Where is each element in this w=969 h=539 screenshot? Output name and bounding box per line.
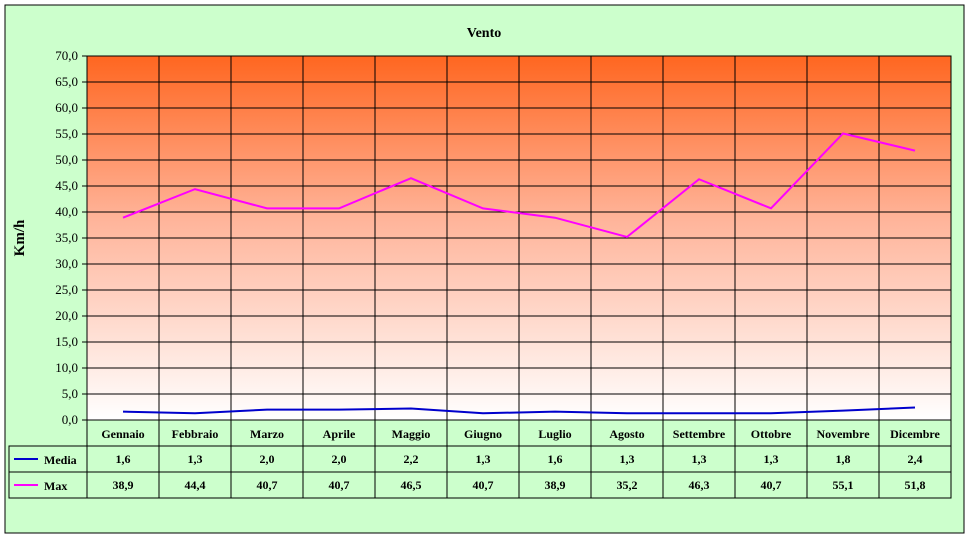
y-tick-label: 40,0 [55, 204, 78, 219]
legend-label: Media [44, 453, 77, 467]
y-tick-label: 55,0 [55, 126, 78, 141]
data-table: Gennaio Febbraio Marzo Aprile Maggio Giugno Lu… [8, 419, 952, 499]
data-label: 38,9 [113, 478, 134, 492]
series-line-media [122, 406, 916, 415]
y-axis-tick-labels: 0,0 5,0 10,0 15,0 20,0 25,0 30,0 35,0 40,0 45,0 50… [55, 48, 78, 427]
y-tick-label: 70,0 [55, 48, 78, 63]
series-lines [122, 132, 916, 415]
data-label: 55,1 [833, 478, 854, 492]
data-label: 38,9 [545, 478, 566, 492]
x-tick-label: Giugno [464, 427, 502, 441]
x-tick-label: Novembre [816, 427, 870, 441]
data-label: 1,3 [692, 452, 707, 466]
data-label: 40,7 [257, 478, 278, 492]
series-line-max [122, 132, 916, 239]
data-label: 2,0 [332, 452, 347, 466]
y-tick-label: 50,0 [55, 152, 78, 167]
data-label: 1,8 [836, 452, 851, 466]
data-label: 40,7 [473, 478, 494, 492]
y-tick-label: 30,0 [55, 256, 78, 271]
data-label: 1,6 [548, 452, 563, 466]
data-label: 40,7 [761, 478, 782, 492]
x-tick-label: Aprile [323, 427, 356, 441]
x-tick-label: Febbraio [172, 427, 219, 441]
data-label: 2,2 [404, 452, 419, 466]
y-tick-label: 35,0 [55, 230, 78, 245]
data-label: 44,4 [185, 478, 206, 492]
y-tick-label: 0,0 [62, 412, 78, 427]
y-tick-label: 45,0 [55, 178, 78, 193]
y-tick-label: 10,0 [55, 360, 78, 375]
x-tick-label: Gennaio [101, 427, 144, 441]
data-label: 1,3 [476, 452, 491, 466]
data-label: 2,4 [908, 452, 923, 466]
data-label: 51,8 [905, 478, 926, 492]
data-label: 40,7 [329, 478, 350, 492]
vertical-gridlines [86, 55, 952, 498]
y-tick-label: 15,0 [55, 334, 78, 349]
y-tick-label: 65,0 [55, 74, 78, 89]
x-tick-label: Dicembre [890, 427, 940, 441]
data-label: 1,6 [116, 452, 131, 466]
data-label: 46,3 [689, 478, 710, 492]
x-tick-label: Agosto [609, 427, 644, 441]
y-tick-label: 20,0 [55, 308, 78, 323]
data-label: 1,3 [764, 452, 779, 466]
y-axis-label: Km/h [12, 219, 28, 256]
data-label: 2,0 [260, 452, 275, 466]
chart-title: Vento [467, 26, 502, 41]
x-tick-label: Ottobre [751, 427, 792, 441]
legend-label: Max [44, 479, 67, 493]
y-tick-label: 25,0 [55, 282, 78, 297]
y-tick-label: 60,0 [55, 100, 78, 115]
x-tick-label: Luglio [538, 427, 571, 441]
data-label: 1,3 [188, 452, 203, 466]
x-tick-label: Maggio [392, 427, 431, 441]
data-label: 46,5 [401, 478, 422, 492]
y-tick-label: 5,0 [62, 386, 78, 401]
data-label: 35,2 [617, 478, 638, 492]
x-tick-label: Settembre [673, 427, 726, 441]
data-label: 1,3 [620, 452, 635, 466]
x-tick-label: Marzo [250, 427, 284, 441]
